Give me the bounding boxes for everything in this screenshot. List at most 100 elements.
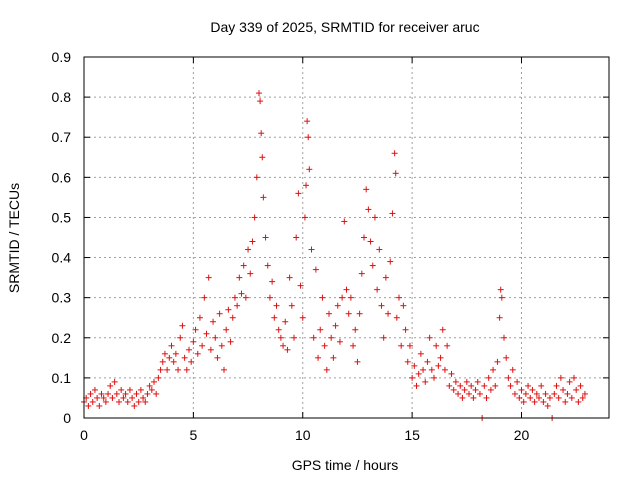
data-point	[520, 398, 527, 405]
data-points	[81, 90, 588, 421]
data-point	[433, 342, 440, 349]
data-point	[229, 314, 236, 321]
data-point	[312, 266, 319, 273]
data-point	[247, 270, 254, 277]
data-point	[275, 326, 282, 333]
data-point	[301, 214, 308, 221]
data-point	[122, 390, 129, 397]
data-point	[347, 294, 354, 301]
data-point	[116, 398, 122, 405]
data-point	[420, 366, 427, 373]
data-point	[177, 334, 184, 341]
data-point	[564, 390, 571, 397]
x-tick-labels: 0 5 10 15 20	[80, 427, 529, 443]
data-point	[450, 386, 457, 393]
data-point	[557, 374, 564, 381]
y-tick-label: 0.6	[52, 169, 72, 185]
data-point	[468, 382, 475, 389]
data-point	[188, 358, 195, 365]
data-point	[571, 374, 577, 381]
data-point	[323, 366, 330, 373]
data-point	[339, 294, 346, 301]
data-point	[404, 358, 411, 365]
data-point	[501, 334, 507, 341]
data-point	[494, 358, 501, 365]
data-point	[216, 310, 223, 317]
data-point	[273, 302, 280, 309]
data-point	[350, 342, 357, 349]
data-point	[109, 394, 116, 401]
data-point	[343, 286, 350, 293]
data-point	[212, 334, 219, 341]
data-point	[131, 402, 138, 409]
y-tick-label: 0.1	[52, 370, 72, 386]
data-point	[196, 314, 203, 321]
data-point	[161, 350, 168, 357]
data-point	[159, 358, 166, 365]
data-point	[417, 350, 424, 357]
data-point	[330, 354, 337, 361]
grid	[84, 57, 609, 418]
data-point	[234, 302, 241, 309]
data-point	[253, 174, 260, 181]
data-point	[153, 390, 160, 397]
data-point	[105, 390, 112, 397]
y-tick-label: 0.4	[52, 250, 72, 266]
data-point	[356, 310, 363, 317]
data-point	[256, 90, 262, 97]
data-point	[321, 342, 328, 349]
data-point	[448, 370, 455, 377]
y-tick-label: 0.8	[52, 89, 72, 105]
data-point	[293, 234, 300, 241]
data-point	[409, 374, 416, 381]
data-point	[257, 98, 264, 105]
data-point	[431, 374, 437, 381]
data-point	[186, 346, 192, 353]
data-point	[529, 386, 536, 393]
data-point	[223, 326, 230, 333]
data-point	[326, 310, 332, 317]
data-point	[481, 382, 488, 389]
data-point	[218, 342, 225, 349]
data-point	[201, 294, 208, 301]
data-point	[538, 382, 545, 389]
data-point	[306, 166, 313, 173]
chart-title: Day 339 of 2025, SRMTID for receiver aru…	[210, 19, 479, 35]
x-tick-label: 0	[80, 427, 88, 443]
x-tick-label: 15	[404, 427, 420, 443]
y-tick-label: 0.3	[52, 290, 72, 306]
data-point	[91, 386, 98, 393]
data-point	[240, 262, 247, 269]
data-point	[452, 378, 459, 385]
data-point	[378, 302, 385, 309]
data-point	[459, 394, 466, 401]
data-point	[496, 314, 503, 321]
data-point	[581, 390, 588, 397]
data-point	[172, 350, 179, 357]
data-point	[140, 394, 147, 401]
data-point	[135, 398, 142, 405]
data-point	[231, 294, 238, 301]
data-point	[315, 354, 322, 361]
data-point	[428, 366, 435, 373]
data-point	[328, 334, 335, 341]
data-point	[242, 294, 249, 301]
plot-frame	[83, 56, 610, 419]
data-point	[476, 390, 483, 397]
data-point	[264, 262, 271, 269]
data-point	[382, 274, 389, 281]
data-point	[435, 362, 442, 369]
data-point	[262, 234, 269, 241]
data-point	[102, 398, 109, 405]
data-point	[575, 398, 582, 405]
data-point	[573, 386, 580, 393]
data-point	[483, 394, 490, 401]
data-point	[396, 294, 402, 301]
y-tick-label: 0.7	[52, 129, 72, 145]
data-point	[568, 394, 575, 401]
data-point	[527, 394, 534, 401]
data-point	[194, 350, 201, 357]
data-point	[398, 342, 405, 349]
data-point	[424, 358, 431, 365]
